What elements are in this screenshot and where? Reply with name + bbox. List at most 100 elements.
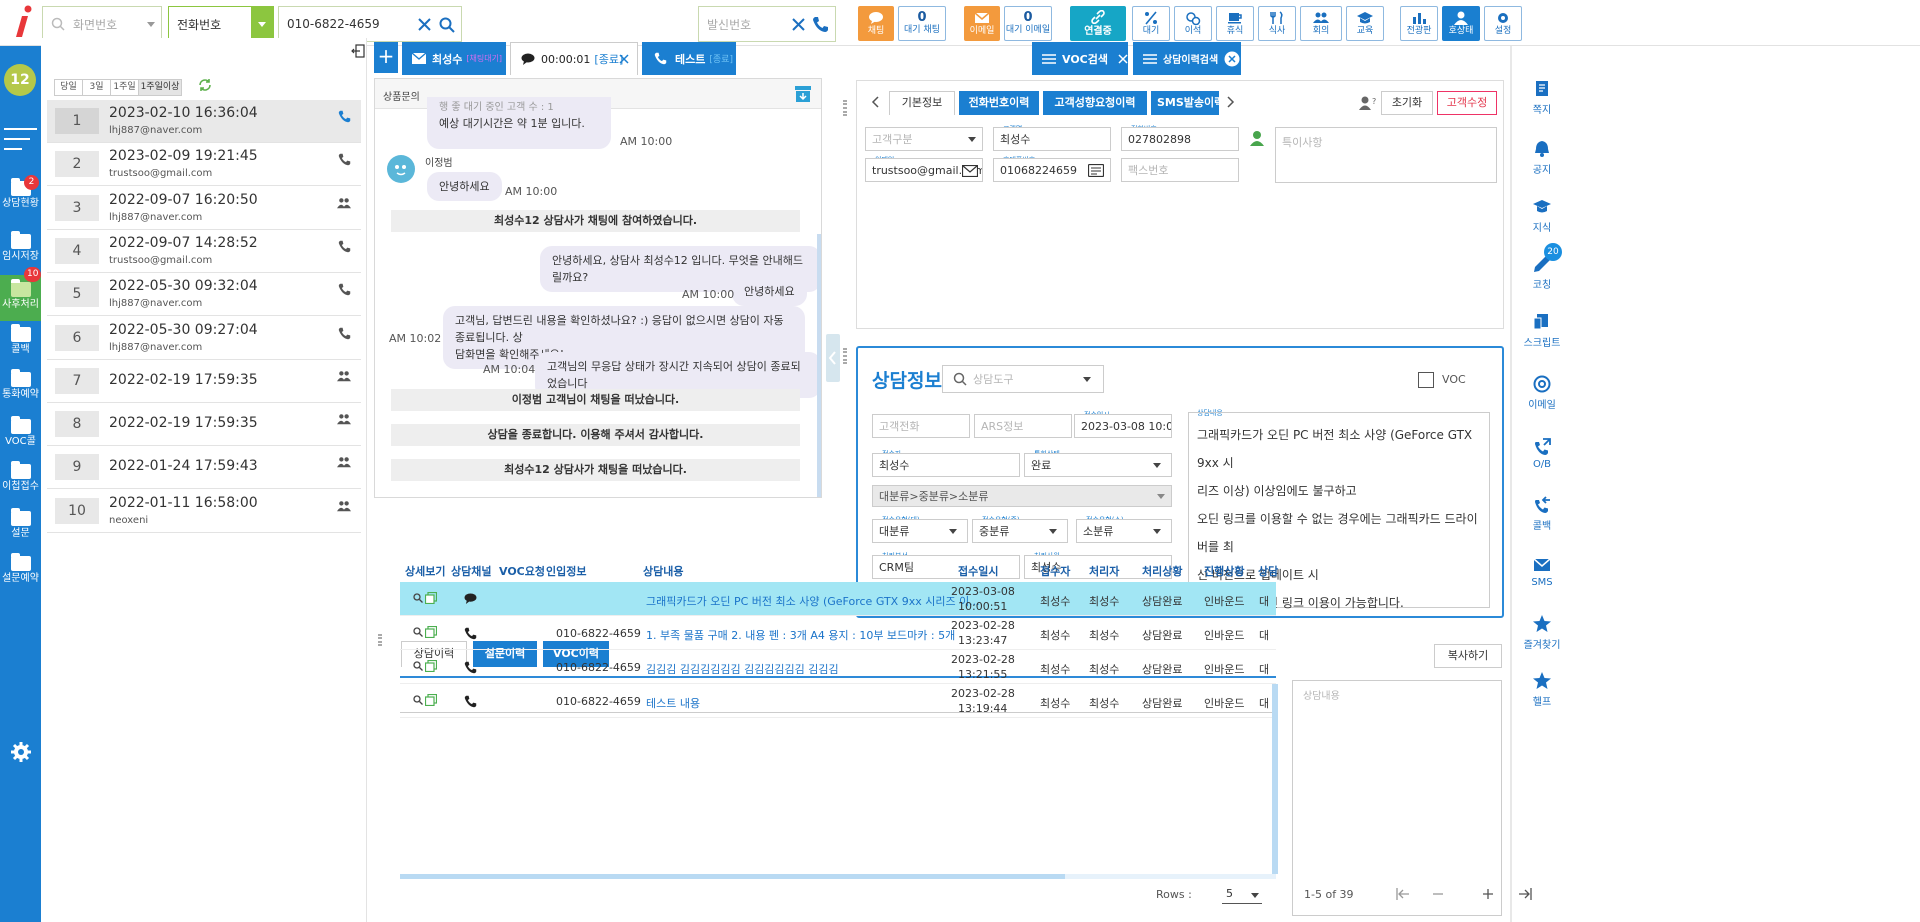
history-list-item[interactable]: 3 2022-09-07 16:20:50 lhj887@naver.com [47,187,361,230]
sidebar-item-transfer[interactable]: 이첩접수 [0,461,41,493]
type-large-select[interactable]: 대분류 [872,519,968,543]
email-button[interactable]: 이메일 [964,6,1000,41]
tab-consult-history[interactable]: 상담이력 [401,641,467,667]
sidebar-item-call-reservation[interactable]: 통화예약 [0,369,41,401]
history-list-item[interactable]: 8 2022-02-19 17:59:35 [47,403,361,447]
copy-icon[interactable] [425,592,437,604]
table-column-header[interactable]: 접수자 [1040,565,1071,578]
meal-button[interactable]: 식사 [1258,6,1296,41]
settings-button[interactable]: 설정 [1484,6,1522,41]
customer-mobile-field[interactable]: 01068224659 [993,158,1111,182]
magnify-icon[interactable] [413,627,423,637]
customer-notes-field[interactable]: 특이사항 [1275,127,1497,183]
filter-3days[interactable]: 3일 [83,80,111,95]
right-nav-item[interactable]: 지식 [1520,198,1564,234]
receive-date-field[interactable]: 2023-03-08 10:0 [1074,414,1172,438]
type-small-select[interactable]: 소분류 [1076,519,1172,543]
gear-icon[interactable] [11,742,31,762]
waiting-chat-button[interactable]: 0 대기 채팅 [898,6,946,41]
copy-icon[interactable] [425,694,437,706]
tab-test-call[interactable]: 테스트 [종료] [642,42,736,75]
table-row[interactable]: 010-6822-4659 1. 부족 물품 구매 2. 내용 펜 : 3개 A… [400,616,1276,650]
filter-today[interactable]: 당일 [55,80,83,95]
table-column-header[interactable]: 처리상황 [1142,565,1183,578]
history-list-item[interactable]: 6 2022-05-30 09:27:04 lhj887@naver.com [47,317,361,360]
category-path-select[interactable]: 대분류>중분류>소분류 [872,485,1172,507]
table-column-header[interactable]: 상담채널 [451,565,492,578]
handler-field[interactable]: 최성수 [1024,555,1172,579]
right-nav-item[interactable]: 쪽지 [1520,80,1564,116]
history-list-item[interactable]: 10 2022-01-11 16:58:00 neoxeni [47,490,361,533]
history-list-item[interactable]: 5 2022-05-30 09:32:04 lhj887@naver.com [47,273,361,317]
magnify-icon[interactable] [413,593,423,603]
customer-call-field[interactable]: 고객전화 [872,414,970,438]
sidebar-item-temp-save[interactable]: 임시저장 [0,231,41,263]
right-nav-item[interactable]: 콜백 [1520,496,1564,532]
close-circle-icon[interactable] [1224,51,1240,67]
tab-voc-history[interactable]: VOC이력 [543,641,609,667]
magnify-icon[interactable] [413,661,423,671]
table-cell-content[interactable]: 그래픽카드가 오딘 PC 버전 최소 사양 (GeForce GTX 9xx 시… [646,595,980,608]
rows-per-page-select[interactable]: 5 [1222,884,1262,904]
table-vertical-scrollbar[interactable] [1272,684,1278,874]
customer-phone-field[interactable]: 027802898 [1121,127,1239,151]
history-list-item[interactable]: 1 2023-02-10 16:36:04 lhj887@naver.com [47,100,361,143]
reset-button[interactable]: 초기화 [1381,91,1433,115]
connecting-button[interactable]: 연결중 [1070,6,1126,41]
tab-preference-history[interactable]: 고객성향요청이력 [1043,91,1147,115]
edit-customer-button[interactable]: 고객수정 [1437,91,1497,115]
break-button[interactable]: 휴식 [1216,6,1254,41]
customer-fax-field[interactable]: 팩스번호 [1121,158,1239,182]
table-column-header[interactable]: 진행상황 [1204,565,1245,578]
right-nav-item[interactable]: 이메일 [1520,375,1564,411]
chevron-left-icon[interactable] [871,96,879,108]
history-content-textarea[interactable]: 상담내용 [1292,680,1502,916]
table-row[interactable]: 010-6822-4659 김김김 김김김김김김 김김김김김김 김김김 2023… [400,650,1276,684]
table-column-header[interactable]: VOC요청 [499,565,545,578]
logout-icon[interactable] [351,44,365,58]
tab-voc-search[interactable]: VOC검색 [1032,42,1128,75]
right-nav-item[interactable]: 즐겨찾기 [1520,615,1564,651]
table-cell-content[interactable]: 1. 부족 물품 구매 2. 내용 펜 : 3개 A4 용지 : 10부 보드마… [646,629,956,642]
customer-email-field[interactable]: trustsoo@gmail.com [865,158,983,182]
right-nav-item[interactable]: SMS [1520,556,1564,588]
waiting-email-button[interactable]: 0 대기 이메일 [1004,6,1052,41]
copy-button[interactable]: 복사하기 [1434,644,1502,668]
close-icon[interactable] [1118,53,1128,64]
filter-1week[interactable]: 1주일 [111,80,139,95]
download-icon[interactable] [795,86,811,102]
tab-chat-timer[interactable]: 00:00:01 [종료] [510,42,638,75]
plus-icon[interactable] [1482,888,1494,900]
type-medium-select[interactable]: 중분류 [972,519,1068,543]
caller-number-input[interactable]: 발신번호 [698,6,836,42]
voc-checkbox[interactable] [1418,372,1434,388]
table-column-header[interactable]: 접수일시 [958,565,999,578]
away-button[interactable]: 이석 [1174,6,1212,41]
last-page-icon[interactable] [1518,888,1532,900]
call-status-select[interactable]: 완료 [1024,453,1172,477]
call-status-button[interactable]: 호상태 [1442,6,1480,41]
sidebar-item-post-processing[interactable]: 사후처리 10 [0,267,42,321]
sidebar-item-voc-call[interactable]: VOC콜 [0,416,41,448]
copy-icon[interactable] [425,626,437,638]
dept-field[interactable]: CRM팀 [872,555,1020,579]
drag-handle[interactable] [843,100,847,116]
table-column-header[interactable]: 상담내용 [643,565,684,578]
refresh-icon[interactable] [198,78,212,92]
sms-icon[interactable] [1088,164,1104,177]
user-icon[interactable] [1249,130,1265,146]
history-list-item[interactable]: 9 2022-01-24 17:59:43 [47,446,361,490]
right-nav-item[interactable]: 코칭 20 [1520,243,1564,291]
sidebar-item-consult-status[interactable]: 상담현황 2 [0,175,41,210]
close-icon[interactable] [619,54,629,64]
tab-phone-history[interactable]: 전화번호이력 [959,91,1039,115]
table-column-header[interactable]: 인입정보 [546,565,587,578]
chat-button[interactable]: 채팅 [858,6,894,41]
table-row[interactable]: 010-6822-4659 테스트 내용 2023-02-28 13:19:44… [400,684,1276,718]
chat-scrollbar[interactable] [817,234,821,497]
clear-icon[interactable] [418,18,431,31]
right-nav-item[interactable]: 공지 [1520,140,1564,176]
magnify-icon[interactable] [413,695,423,705]
right-nav-item[interactable]: 헬프 [1520,672,1564,708]
search-type-dropdown-button[interactable] [251,7,273,41]
